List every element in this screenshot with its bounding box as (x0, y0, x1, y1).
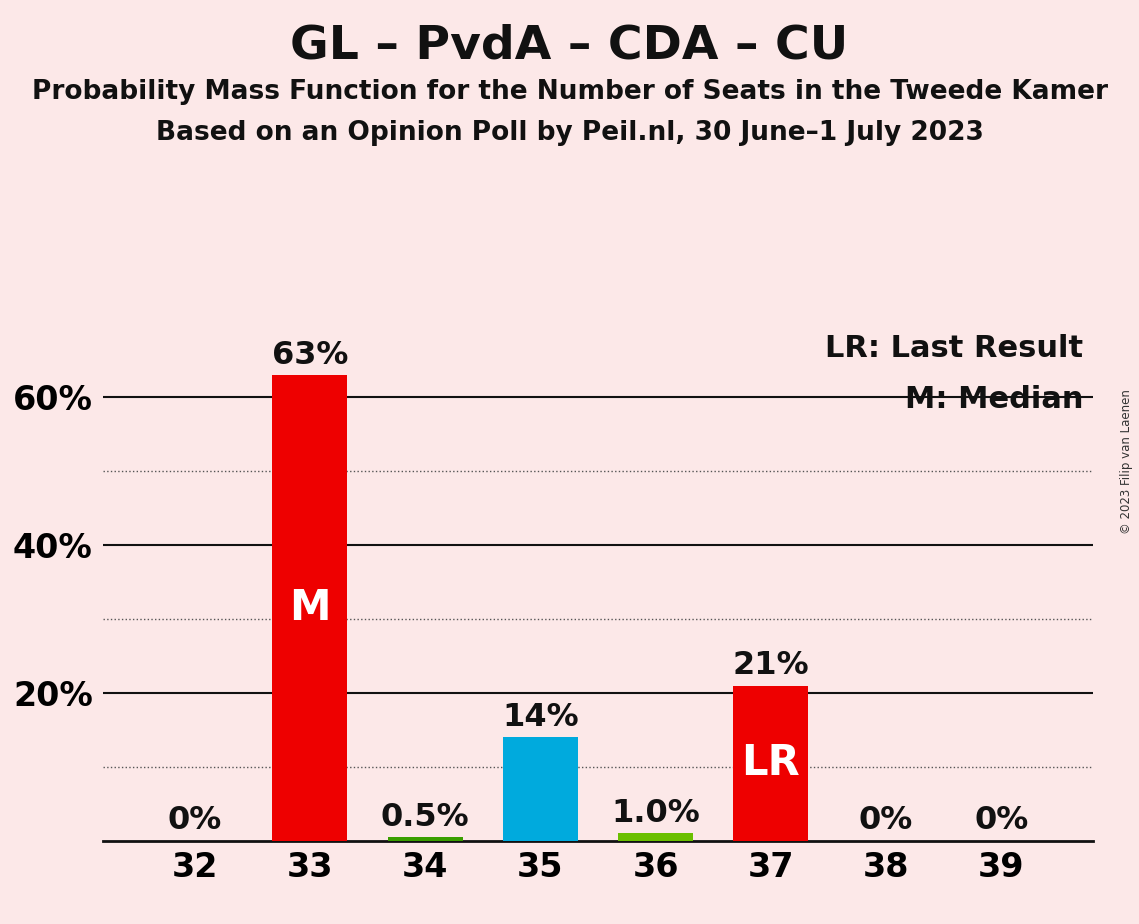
Bar (387, 837, 462, 841)
Text: M: M (289, 587, 330, 629)
Text: Based on an Opinion Poll by Peil.nl, 30 June–1 July 2023: Based on an Opinion Poll by Peil.nl, 30 … (156, 120, 983, 146)
Text: 0%: 0% (974, 806, 1029, 836)
Text: 14%: 14% (502, 702, 579, 733)
Text: 1.0%: 1.0% (612, 798, 700, 829)
Bar (618, 833, 693, 841)
Text: LR: Last Result: LR: Last Result (826, 334, 1083, 363)
Text: 0%: 0% (167, 806, 222, 836)
Bar (503, 737, 577, 841)
Text: 0%: 0% (859, 806, 913, 836)
Text: 63%: 63% (272, 340, 349, 371)
Bar (734, 686, 809, 841)
Bar (272, 375, 347, 841)
Text: LR: LR (741, 742, 801, 784)
Text: © 2023 Filip van Laenen: © 2023 Filip van Laenen (1121, 390, 1133, 534)
Text: GL – PvdA – CDA – CU: GL – PvdA – CDA – CU (290, 23, 849, 68)
Text: 0.5%: 0.5% (380, 802, 469, 833)
Text: 21%: 21% (732, 650, 809, 681)
Text: Probability Mass Function for the Number of Seats in the Tweede Kamer: Probability Mass Function for the Number… (32, 79, 1107, 104)
Text: M: Median: M: Median (906, 385, 1083, 415)
